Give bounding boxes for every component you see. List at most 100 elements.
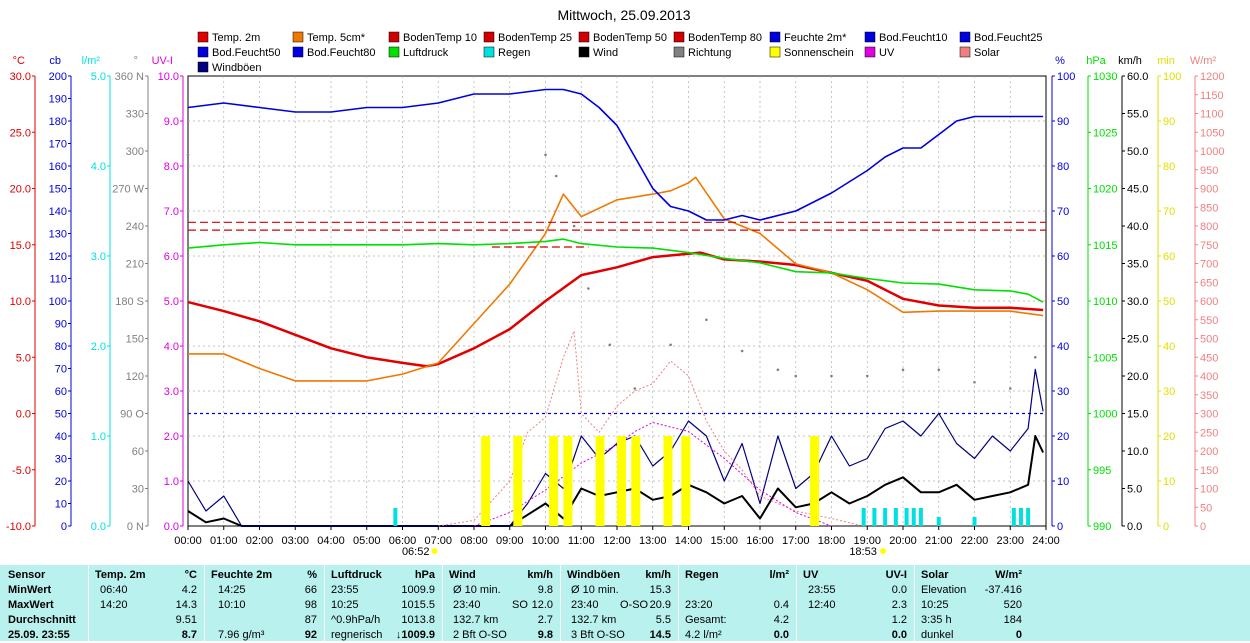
legend-label: Temp. 5cm* bbox=[307, 32, 366, 44]
x-axis-label: 23:00 bbox=[996, 535, 1024, 547]
table-cell-solar-value: 520 bbox=[1003, 599, 1022, 611]
right-axis-label: 50 bbox=[1163, 296, 1175, 308]
table-divider bbox=[324, 565, 325, 641]
table-cell-gust-text: 3 Bft O-SO bbox=[571, 629, 625, 641]
right-axis-label: 600 bbox=[1200, 296, 1218, 308]
right-axis-label: 20 bbox=[1057, 431, 1069, 443]
legend-swatch bbox=[673, 46, 685, 58]
left-axis-label: 3.0 bbox=[91, 251, 106, 263]
x-axis-label: 20:00 bbox=[889, 535, 917, 547]
x-axis-label: 18:00 bbox=[818, 535, 846, 547]
x-axis: 00:00 01:00 02:00 03:00 04:00 05:00 06:00 07:00… bbox=[174, 526, 1060, 558]
right-axis-label: 990 bbox=[1093, 521, 1111, 533]
left-axis-label: 70 bbox=[55, 364, 67, 376]
direction-point bbox=[705, 318, 708, 322]
direction-point bbox=[544, 153, 547, 157]
table-header: km/h bbox=[527, 569, 553, 581]
table-cell-gust-value: 20.9 bbox=[649, 599, 671, 611]
rain-bar bbox=[1026, 508, 1031, 526]
table-cell-humidity-value: 87 bbox=[304, 614, 317, 626]
chart-title: Mittwoch, 25.09.2013 bbox=[557, 7, 690, 23]
statistics-table: Sensor Temp. 2m °C Feuchte 2m% Luftdruck hPa W… bbox=[0, 565, 1250, 641]
right-axis-label: 850 bbox=[1200, 202, 1218, 214]
table-cell-pressure-value: ↓1009.9 bbox=[395, 629, 435, 641]
table-divider bbox=[678, 565, 679, 641]
right-axis-label: 30.0 bbox=[1127, 296, 1148, 308]
x-axis-label: 08:00 bbox=[460, 535, 488, 547]
table-cell-wind-direction: SO bbox=[512, 599, 528, 611]
left-axis-unit: cb bbox=[49, 55, 61, 67]
table-cell-wind-text: 23:40 bbox=[453, 599, 481, 611]
x-axis-label: 17:00 bbox=[782, 535, 810, 547]
right-axis-label: 20.0 bbox=[1127, 371, 1148, 383]
table-cell-humidity-value: 98 bbox=[304, 599, 317, 611]
legend-swatch bbox=[864, 46, 876, 58]
legend-label: Sonnenschein bbox=[784, 47, 854, 59]
left-axis-label: 15.0 bbox=[10, 240, 31, 252]
table-cell-gust-direction: O-SO bbox=[620, 599, 649, 611]
chart-legend: Temp. 2m Temp. 5cm* BodenTemp 10 BodenTemp … bbox=[197, 31, 1043, 74]
series-line-solar bbox=[438, 330, 864, 527]
right-axis-label: 650 bbox=[1200, 277, 1218, 289]
rain-bar bbox=[918, 508, 923, 526]
left-axis-label: 60 bbox=[55, 386, 67, 398]
right-axis-label: 1005 bbox=[1093, 352, 1117, 364]
right-axis-label: 70 bbox=[1163, 206, 1175, 218]
right-axis-label: 1020 bbox=[1093, 184, 1117, 196]
legend-label: BodenTemp 10 bbox=[403, 32, 477, 44]
left-axis-label: 40 bbox=[55, 431, 67, 443]
right-axis-label: 1050 bbox=[1200, 127, 1224, 139]
table-header: Temp. 2m bbox=[95, 569, 146, 581]
right-axis-label: 20 bbox=[1163, 431, 1175, 443]
legend-swatch bbox=[959, 31, 971, 43]
left-axis-label: 90 bbox=[55, 319, 67, 331]
left-axis-label: 0 N bbox=[127, 521, 144, 533]
table-cell-solar-text: dunkel bbox=[921, 629, 954, 641]
table-cell-gust-text: Ø 10 min. bbox=[571, 584, 619, 596]
legend-swatch bbox=[483, 31, 495, 43]
right-axis-label: 1000 bbox=[1200, 146, 1224, 158]
left-axis-label: 6.0 bbox=[164, 251, 179, 263]
left-axis-label: -5.0 bbox=[12, 465, 31, 477]
x-axis-label: 24:00 bbox=[1032, 535, 1060, 547]
x-axis-label: 21:00 bbox=[925, 535, 953, 547]
chart-plot-area bbox=[186, 88, 1046, 527]
left-axis-label: 200 bbox=[49, 71, 67, 83]
right-axis-label: 5.0 bbox=[1127, 484, 1142, 496]
sunshine-bar bbox=[481, 436, 491, 526]
legend-label: Feuchte 2m* bbox=[784, 32, 847, 44]
legend-label: BodenTemp 25 bbox=[498, 32, 572, 44]
left-axis-label: -10.0 bbox=[6, 521, 31, 533]
legend-swatch bbox=[769, 46, 781, 58]
left-axis-label: 30 bbox=[55, 454, 67, 466]
right-axis-label: 900 bbox=[1200, 184, 1218, 196]
left-axis-label: 120 bbox=[126, 371, 144, 383]
rain-bar bbox=[861, 508, 866, 526]
table-cell-solar-value: -37.416 bbox=[984, 584, 1022, 596]
table-cell-pressure-time: 23:55 bbox=[331, 584, 359, 596]
table-divider bbox=[914, 565, 915, 641]
sunrise-marker bbox=[431, 548, 438, 554]
right-axis-label: 450 bbox=[1200, 352, 1218, 364]
left-axis-label: 30.0 bbox=[10, 71, 31, 83]
right-axis-label: 0 bbox=[1163, 521, 1169, 533]
rain-bar bbox=[393, 508, 398, 526]
right-axis-label: 80 bbox=[1163, 161, 1175, 173]
right-axis-label: 995 bbox=[1093, 465, 1111, 477]
rain-bar bbox=[1018, 508, 1023, 526]
table-divider bbox=[442, 565, 443, 641]
table-header: W/m² bbox=[995, 569, 1022, 581]
legend-label: Luftdruck bbox=[403, 47, 449, 59]
right-axis-label: 500 bbox=[1200, 334, 1218, 346]
table-cell-gust-text: 23:40 bbox=[571, 599, 599, 611]
x-axis-label: 01:00 bbox=[210, 535, 238, 547]
right-axis-label: 35.0 bbox=[1127, 259, 1148, 271]
legend-label: Bod.Feucht25 bbox=[974, 32, 1043, 44]
right-axis-label: 1200 bbox=[1200, 71, 1224, 83]
rain-bar bbox=[893, 508, 898, 526]
left-axis-label: 60 bbox=[132, 446, 144, 458]
table-row-label: 25.09. 23:55 bbox=[8, 629, 70, 641]
rain-bar bbox=[872, 508, 877, 526]
table-cell-rain-value: 0.4 bbox=[773, 599, 789, 611]
table-header: °C bbox=[184, 569, 197, 581]
